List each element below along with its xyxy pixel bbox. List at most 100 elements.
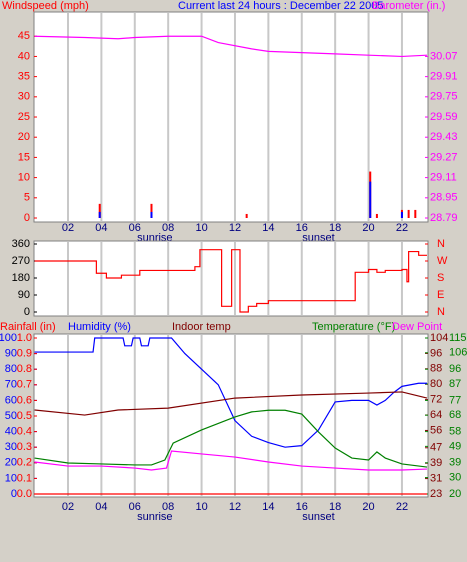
y-tick-label: N bbox=[437, 238, 445, 250]
plot-area bbox=[33, 240, 429, 317]
x-tick-label: 06 bbox=[129, 501, 141, 513]
y-tick-label: 70 bbox=[5, 379, 17, 391]
y-tick-label: 47 bbox=[430, 442, 442, 454]
y-tick-label: 90 bbox=[5, 348, 17, 360]
annotation: sunrise bbox=[137, 511, 172, 523]
y-tick-label: 30 bbox=[18, 91, 30, 103]
y-tick-label: 77 bbox=[449, 394, 461, 406]
x-tick-label: 20 bbox=[362, 222, 374, 234]
y-tick-label: 28.95 bbox=[430, 192, 458, 204]
y-tick-label: 58 bbox=[449, 426, 461, 438]
y-tick-label: 20 bbox=[449, 488, 461, 500]
y-tick-label: 29.91 bbox=[430, 71, 458, 83]
y-tick-label: 29.75 bbox=[430, 91, 458, 103]
y-tick-label: 0 bbox=[24, 306, 30, 318]
y-tick-label: 0.6 bbox=[17, 394, 32, 406]
y-tick-label: 0.4 bbox=[17, 426, 32, 438]
y-tick-label: 29.59 bbox=[430, 111, 458, 123]
series-label: Humidity (%) bbox=[68, 321, 131, 333]
y-tick-label: 25 bbox=[18, 111, 30, 123]
y-tick-label: 39 bbox=[430, 457, 442, 469]
y-tick-label: 0.1 bbox=[17, 472, 32, 484]
bar bbox=[369, 181, 372, 218]
series-label: Temperature (°F) bbox=[312, 321, 395, 333]
x-tick-label: 02 bbox=[62, 222, 74, 234]
series-label: Dew Point bbox=[392, 321, 442, 333]
y-tick-label: 360 bbox=[12, 238, 30, 250]
y-tick-label: 106 bbox=[449, 347, 467, 359]
y-tick-label: 10 bbox=[18, 172, 30, 184]
x-tick-label: 10 bbox=[195, 222, 207, 234]
series-label: Indoor temp bbox=[172, 321, 231, 333]
y-tick-label: 0.7 bbox=[17, 379, 32, 391]
y-tick-label: 10 bbox=[5, 472, 17, 484]
y-tick-label: 5 bbox=[24, 192, 30, 204]
y-tick-label: 56 bbox=[430, 424, 442, 436]
y-tick-label: 30 bbox=[5, 441, 17, 453]
y-tick-label: 0.3 bbox=[17, 441, 32, 453]
bar bbox=[150, 203, 153, 218]
y-tick-label: 28.79 bbox=[430, 212, 458, 224]
x-tick-label: 12 bbox=[229, 222, 241, 234]
y-tick-label: 96 bbox=[449, 363, 461, 375]
line bbox=[34, 337, 427, 448]
x-tick-label: 20 bbox=[362, 501, 374, 513]
line bbox=[34, 35, 428, 58]
y-tick-label: 23 bbox=[430, 488, 442, 500]
y-tick-label: 20 bbox=[18, 131, 30, 143]
series-label: Rainfall (in) bbox=[0, 321, 56, 333]
x-tick-label: 16 bbox=[296, 222, 308, 234]
y-tick-label: 80 bbox=[430, 378, 442, 390]
bar bbox=[407, 209, 410, 218]
y-tick-label: 0.9 bbox=[17, 348, 32, 360]
bar bbox=[400, 211, 403, 218]
y-tick-label: 88 bbox=[430, 363, 442, 375]
y-tick-label: 96 bbox=[430, 347, 442, 359]
y-tick-label: 31 bbox=[430, 472, 442, 484]
x-tick-label: 02 bbox=[62, 501, 74, 513]
y-tick-label: 15 bbox=[18, 151, 30, 163]
x-tick-label: 10 bbox=[195, 501, 207, 513]
plot-area bbox=[33, 11, 429, 223]
x-tick-label: 18 bbox=[329, 501, 341, 513]
y-tick-label: 90 bbox=[18, 289, 30, 301]
y-tick-label: 0.8 bbox=[17, 363, 32, 375]
y-tick-label: 50 bbox=[5, 410, 17, 422]
y-tick-label: 40 bbox=[18, 50, 30, 62]
y-tick-label: 35 bbox=[18, 71, 30, 83]
y-tick-label: 0.0 bbox=[17, 488, 32, 500]
y-tick-label: S bbox=[437, 272, 444, 284]
y-tick-label: 30.07 bbox=[430, 50, 458, 62]
bar bbox=[414, 209, 417, 218]
y-axis-label: Windspeed (mph) bbox=[2, 0, 89, 12]
x-tick-label: 04 bbox=[95, 501, 107, 513]
y-tick-label: 87 bbox=[449, 378, 461, 390]
line bbox=[34, 450, 428, 471]
y-tick-label: 64 bbox=[430, 409, 442, 421]
y-tick-label: 270 bbox=[12, 255, 30, 267]
y-tick-label: 100 bbox=[0, 332, 17, 344]
line bbox=[34, 249, 427, 313]
y-tick-label: 30 bbox=[449, 471, 461, 483]
y-tick-label: 49 bbox=[449, 440, 461, 452]
y-tick-label: 1.0 bbox=[17, 332, 32, 344]
y-tick-label: E bbox=[437, 289, 444, 301]
x-tick-label: 08 bbox=[162, 501, 174, 513]
y-tick-label: 29.11 bbox=[430, 172, 457, 184]
x-tick-label: 16 bbox=[296, 501, 308, 513]
y-tick-label: 20 bbox=[5, 457, 17, 469]
y-tick-label: 29.43 bbox=[430, 131, 458, 143]
y-tick-label: 45 bbox=[18, 30, 30, 42]
x-tick-label: 22 bbox=[396, 501, 408, 513]
line bbox=[34, 391, 428, 416]
y-tick-label: 180 bbox=[12, 272, 30, 284]
y-tick-label: 60 bbox=[5, 394, 17, 406]
bar bbox=[150, 211, 153, 218]
x-tick-label: 22 bbox=[396, 222, 408, 234]
x-tick-label: 18 bbox=[329, 222, 341, 234]
y-tick-label: 80 bbox=[5, 363, 17, 375]
y-tick-label: 0.5 bbox=[17, 410, 32, 422]
y-tick-label: 40 bbox=[5, 426, 17, 438]
y-tick-label: N bbox=[437, 306, 445, 318]
